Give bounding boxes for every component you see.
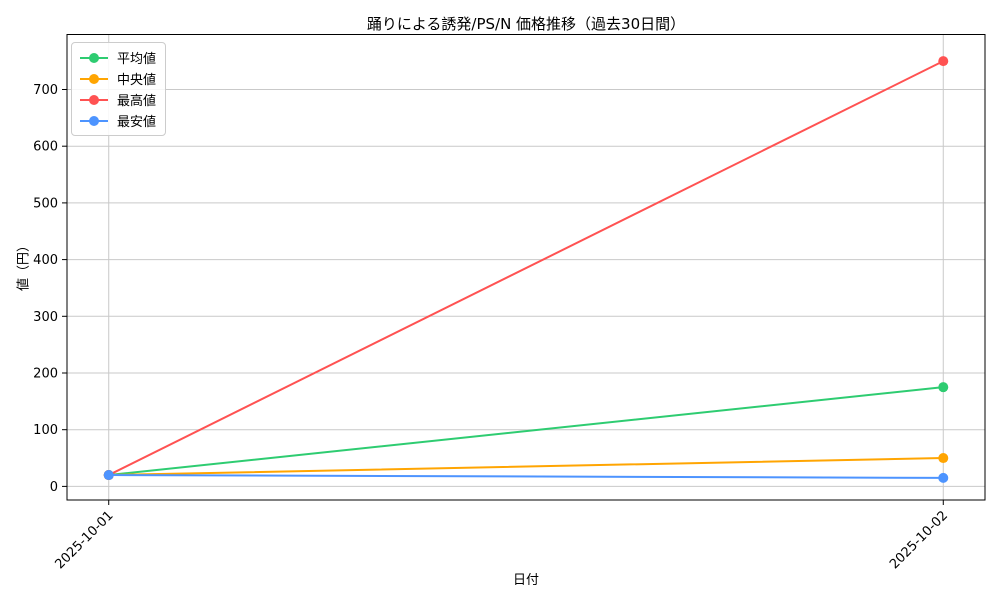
series-line-最高値 (107, 60, 945, 477)
y-tick-label: 200 (33, 366, 58, 381)
y-tick-label: 500 (33, 196, 58, 211)
x-tick-label: 2025-10-01 (53, 508, 117, 572)
data-point-最高値 (938, 56, 949, 67)
y-tick-label: 600 (33, 140, 58, 155)
x-axis-label: 日付 (512, 573, 539, 588)
data-point-最安値 (938, 472, 949, 483)
series-line-最安値 (107, 474, 945, 479)
data-point-平均値 (938, 382, 949, 393)
series-line-平均値 (107, 386, 945, 477)
y-tick-label: 700 (33, 83, 58, 98)
plot-frame (66, 34, 986, 501)
y-axis-label: 値（円） (16, 238, 32, 292)
x-tick-label: 2025-10-02 (887, 508, 951, 572)
data-point-中央値 (938, 453, 949, 464)
data-point-最安値 (103, 470, 114, 481)
series-line-中央値 (107, 457, 945, 477)
legend-item-中央値: 中央値 (79, 68, 156, 89)
legend-item-最高値: 最高値 (79, 89, 156, 110)
legend-item-最安値: 最安値 (79, 110, 156, 131)
legend-item-平均値: 平均値 (79, 47, 156, 68)
legend-label: 中央値 (117, 73, 157, 88)
legend: 平均値中央値最高値最安値 (71, 42, 167, 136)
y-tick-label: 300 (33, 310, 58, 325)
legend-marker-icon (80, 52, 108, 63)
y-tick-label: 400 (33, 253, 58, 268)
y-tick-label: 100 (33, 423, 58, 438)
legend-marker-icon (80, 73, 108, 84)
legend-label: 最安値 (117, 115, 157, 130)
chart-title: 踊りによる誘発/PS/N 価格推移（過去30日間） (366, 15, 686, 33)
legend-label: 最高値 (117, 94, 157, 109)
legend-marker-icon (80, 115, 108, 126)
y-tick-label: 0 (50, 480, 58, 495)
legend-marker-icon (80, 94, 108, 105)
legend-label: 平均値 (117, 52, 157, 67)
